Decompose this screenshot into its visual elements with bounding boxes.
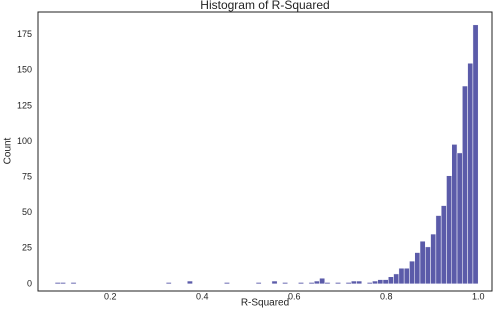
bar (271, 280, 278, 285)
bar (435, 215, 442, 285)
bar (60, 282, 66, 285)
bar (403, 267, 410, 285)
x-tick-label: 0.8 (380, 291, 393, 301)
bar (187, 280, 193, 285)
bar (319, 277, 326, 285)
bar (451, 144, 458, 285)
bar (224, 282, 230, 285)
bar (366, 282, 373, 285)
y-tick-label: 175 (17, 29, 32, 39)
y-tick-label: 25 (22, 243, 32, 253)
x-tick-label: 1.0 (472, 291, 485, 301)
bar (393, 273, 400, 285)
y-tick-label: 125 (17, 100, 32, 110)
bar (382, 279, 389, 285)
bar (345, 282, 352, 285)
plot-frame (37, 11, 493, 292)
bar (462, 85, 468, 285)
bar (335, 282, 341, 285)
bar (409, 260, 415, 285)
x-tick-label: 0.4 (196, 291, 209, 301)
bar (165, 282, 172, 285)
bar (372, 280, 378, 285)
bar (377, 279, 384, 285)
bar (425, 246, 431, 285)
bar (70, 282, 77, 285)
y-tick-label: 0 (27, 278, 32, 288)
y-axis-label: Count (3, 137, 14, 164)
bar (456, 152, 463, 285)
y-tick-label: 150 (17, 65, 32, 75)
bar (282, 282, 289, 285)
bar (298, 282, 304, 285)
bar (54, 282, 61, 285)
bar (472, 24, 479, 285)
bar (467, 62, 474, 285)
bar (324, 282, 331, 285)
bar (446, 175, 453, 285)
y-tick-label: 100 (17, 136, 32, 146)
bar (356, 280, 363, 285)
bar (430, 233, 437, 285)
x-tick-label: 0.2 (104, 291, 117, 301)
x-tick-label: 0.6 (288, 291, 301, 301)
bar (398, 267, 405, 285)
bar (419, 240, 426, 285)
bar (414, 252, 421, 285)
bar (313, 280, 320, 285)
x-axis-label: R-Squared (241, 298, 289, 309)
bar (255, 282, 262, 285)
y-tick-label: 75 (22, 171, 32, 181)
bar (388, 276, 394, 285)
y-tick-label: 50 (22, 207, 32, 217)
bar (440, 205, 447, 285)
bar (350, 280, 357, 285)
chart-title: Histogram of R-Squared (200, 0, 329, 12)
bar (308, 282, 315, 285)
